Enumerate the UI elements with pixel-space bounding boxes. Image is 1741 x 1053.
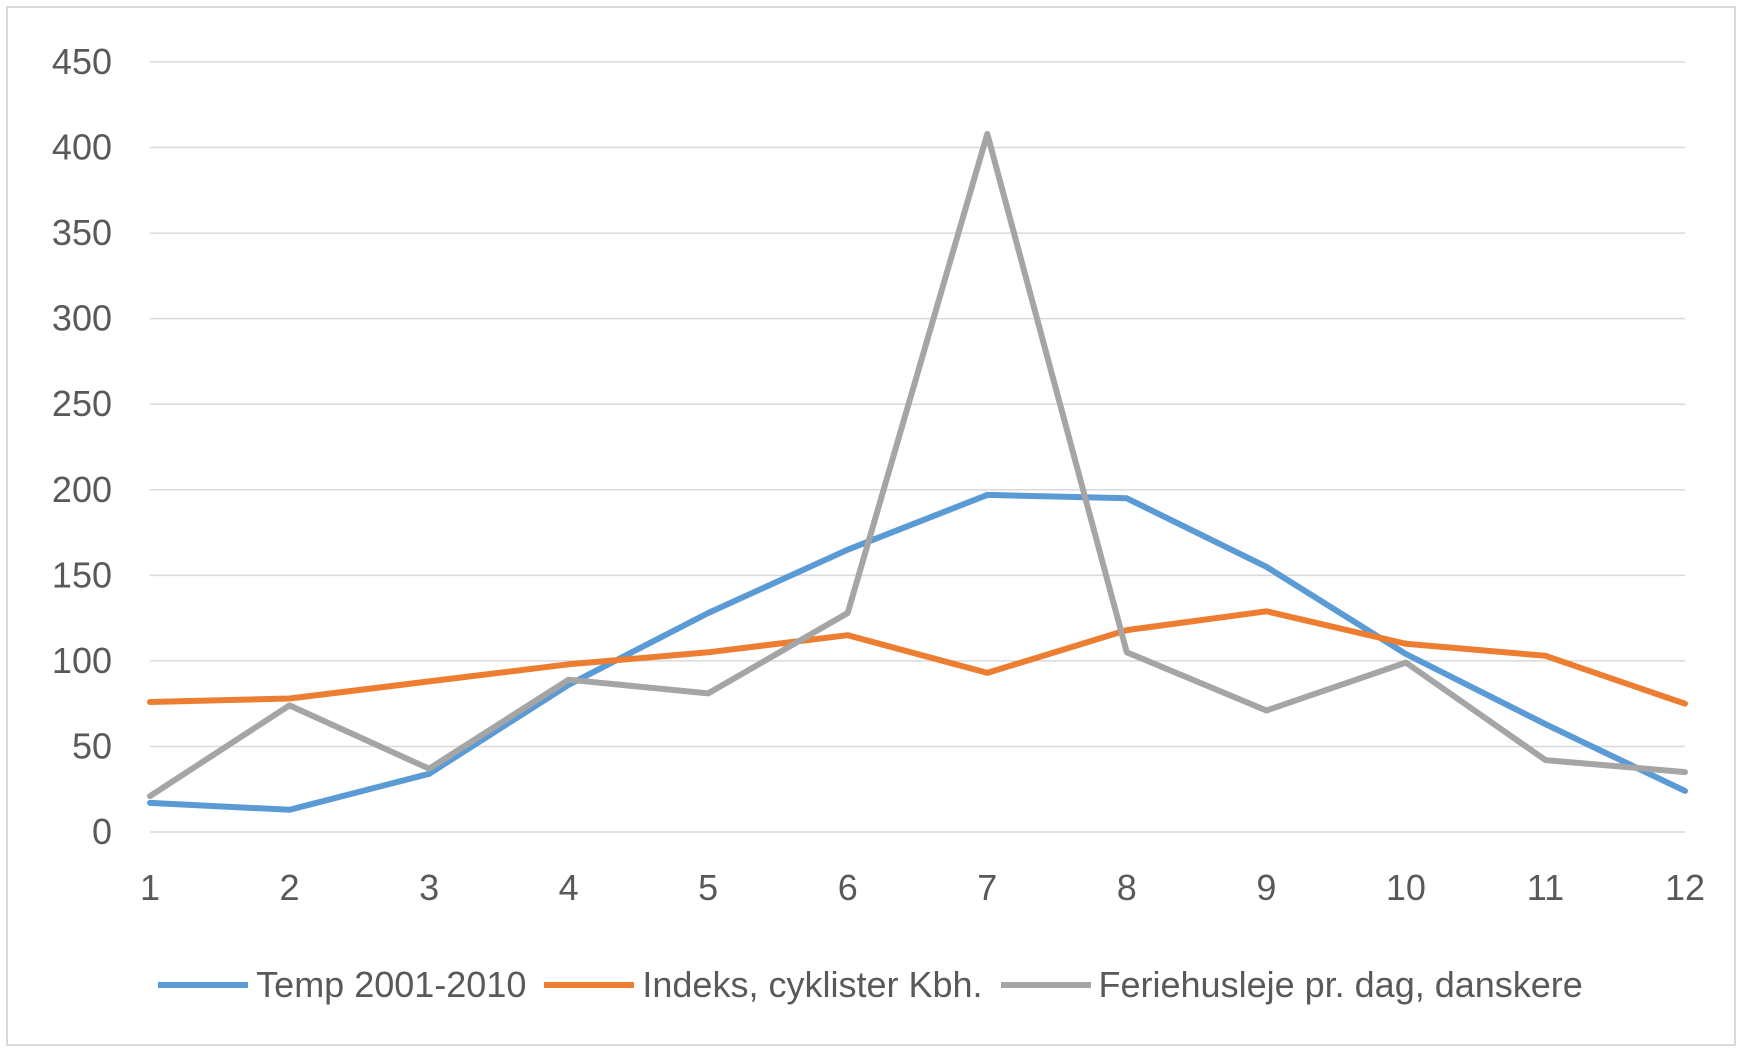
x-tick-label: 9 [1256, 867, 1276, 908]
x-tick-label: 2 [280, 867, 300, 908]
legend-item: Feriehusleje pr. dag, danskere [1000, 964, 1583, 1006]
legend-swatch [158, 982, 249, 988]
legend-label: Temp 2001-2010 [256, 964, 527, 1005]
legend-swatch [1000, 982, 1091, 988]
y-tick-label: 300 [52, 298, 112, 339]
x-tick-label: 11 [1527, 867, 1564, 908]
y-tick-label: 0 [92, 811, 112, 852]
y-tick-label: 100 [52, 640, 112, 681]
x-tick-label: 5 [698, 867, 718, 908]
series-lines [147, 130, 1688, 813]
y-axis-ticks: 0 50 100 150 200 250 300 350 400 450 [52, 41, 112, 852]
y-tick-label: 250 [52, 383, 112, 424]
series-line-3 [147, 130, 1688, 800]
x-tick-label: 7 [977, 867, 997, 908]
legend-item: Temp 2001-2010 [158, 964, 526, 1006]
y-tick-label: 50 [72, 725, 112, 766]
y-tick-label: 400 [52, 127, 112, 168]
x-tick-label: 8 [1117, 867, 1137, 908]
legend-item: Indeks, cyklister Kbh. [544, 964, 983, 1006]
legend: Temp 2001-2010 Indeks, cyklister Kbh. Feri… [0, 960, 1741, 1010]
x-tick-label: 12 [1665, 867, 1705, 908]
legend-label: Feriehusleje pr. dag, danskere [1098, 964, 1583, 1005]
x-tick-label: 3 [419, 867, 439, 908]
legend-swatch [544, 982, 635, 988]
x-tick-label: 6 [838, 867, 858, 908]
series-line-2 [147, 608, 1688, 707]
x-axis-ticks: 1 2 3 4 5 6 7 8 9 10 11 12 [140, 867, 1705, 908]
x-tick-label: 10 [1386, 867, 1426, 908]
gridlines [150, 61, 1685, 833]
y-tick-label: 200 [52, 469, 112, 510]
y-tick-label: 450 [52, 41, 112, 82]
x-tick-label: 4 [559, 867, 579, 908]
legend-label: Indeks, cyklister Kbh. [642, 964, 983, 1005]
y-tick-label: 150 [52, 554, 112, 595]
x-tick-label: 1 [140, 867, 160, 908]
y-tick-label: 350 [52, 212, 112, 253]
series-line-1 [147, 491, 1688, 813]
